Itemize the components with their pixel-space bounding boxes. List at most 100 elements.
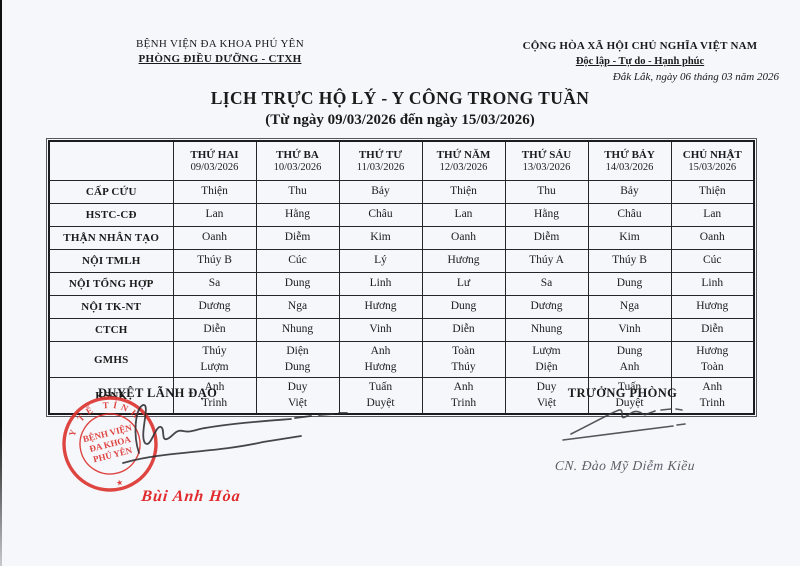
schedule-cell: Diễn <box>670 318 755 342</box>
schedule-cell: Sa <box>504 272 589 296</box>
schedule-cell: Hương <box>670 295 755 319</box>
schedule-cell: Lan <box>421 203 506 227</box>
col-header: THỨ BẢY 14/03/2026 <box>587 140 672 181</box>
day-name: THỨ BA <box>276 149 319 161</box>
row-label: NỘI TK-NT <box>48 295 174 319</box>
schedule-cell: Sa <box>172 272 257 296</box>
svg-text:★: ★ <box>115 478 124 488</box>
schedule-cell: Hương Toàn <box>670 341 755 378</box>
table-row: NỘI TMLH Thúy B Cúc Lý Hương Thúy A Thúy… <box>48 249 755 273</box>
approval-title: DUYỆT LÃNH ĐẠO <box>98 386 218 400</box>
day-name: THỨ BẢY <box>604 149 655 161</box>
schedule-cell: Anh Trinh <box>421 377 506 415</box>
schedule-cell: Oanh <box>670 226 755 250</box>
schedule-cell: Thúy B <box>172 249 257 273</box>
row-label: NỘI TỔNG HỢP <box>48 272 174 296</box>
table-row: CTCH Diễn Nhung Vinh Diễn Nhung Vinh Diễ… <box>48 318 755 342</box>
table-row: CẤP CỨU Thiện Thu Bảy Thiện Thu Bảy Thiệ… <box>48 180 755 204</box>
day-name: CHỦ NHẬT <box>682 149 742 161</box>
schedule-cell: Dung Anh <box>587 341 672 378</box>
day-date: 12/03/2026 <box>439 162 488 173</box>
schedule-cell: Kim <box>338 226 423 250</box>
schedule-cell: Hằng <box>255 203 340 227</box>
schedule-cell: Hương <box>338 295 423 319</box>
schedule-cell: Anh Trinh <box>670 377 755 415</box>
day-name: THỨ NĂM <box>436 149 491 161</box>
title-daterange: (Từ ngày 09/03/2026 đến ngày 15/03/2026) <box>265 112 535 128</box>
day-date: 10/03/2026 <box>273 162 322 173</box>
table-row: KSNK Anh Trinh Duy Việt Tuấn Duyệt Anh T… <box>48 377 755 415</box>
schedule-cell: Thúy Lượm <box>172 341 257 378</box>
col-header: CHỦ NHẬT 15/03/2026 <box>670 140 755 181</box>
day-date: 14/03/2026 <box>605 162 654 173</box>
col-header: THỨ TƯ 11/03/2026 <box>338 140 423 181</box>
national-motto-line1: CỘNG HÒA XÃ HỘI CHỦ NGHĨA VIỆT NAM <box>522 40 758 52</box>
schedule-cell: Kim <box>587 226 672 250</box>
schedule-cell: Thiện <box>670 180 755 204</box>
schedule-cell: Duy Việt <box>255 377 340 415</box>
director-signature <box>105 395 355 475</box>
hospital-name: BỆNH VIỆN ĐA KHOA PHÚ YÊN <box>136 38 304 50</box>
schedule-cell: Châu <box>338 203 423 227</box>
schedule-cell: Diễm <box>504 226 589 250</box>
table-header-row: THỨ HAI 09/03/2026 THỨ BA 10/03/2026 THỨ T… <box>48 140 755 181</box>
schedule-cell: Linh <box>670 272 755 296</box>
letterhead-org: BỆNH VIỆN ĐA KHOA PHÚ YÊN PHÒNG ĐIỀU DƯỠ… <box>70 38 370 65</box>
schedule-cell: Vinh <box>338 318 423 342</box>
schedule-cell: Diễn <box>172 318 257 342</box>
schedule-cell: Lý <box>338 249 423 273</box>
row-label: CẤP CỨU <box>48 180 174 204</box>
department-name: PHÒNG ĐIỀU DƯỠNG - CTXH <box>138 53 302 65</box>
schedule-cell: Nhung <box>504 318 589 342</box>
head-of-office-title: TRƯỞNG PHÒNG <box>567 386 678 400</box>
national-motto-line2: Độc lập - Tự do - Hạnh phúc <box>575 56 705 67</box>
approver-name: Bùi Anh Hòa <box>140 488 242 505</box>
corner-cell <box>48 140 174 181</box>
schedule-cell: Hương <box>421 249 506 273</box>
schedule-cell: Bảy <box>587 180 672 204</box>
row-label: CTCH <box>48 318 174 342</box>
col-header: THỨ BA 10/03/2026 <box>255 140 340 181</box>
title-main: LỊCH TRỰC HỘ LÝ - Y CÔNG TRONG TUẦN <box>210 88 590 108</box>
day-name: THỨ TƯ <box>358 149 403 161</box>
table-row: THẬN NHÂN TẠO Oanh Diễm Kim Oanh Diễm Ki… <box>48 226 755 250</box>
scan-edge-line <box>0 0 2 566</box>
day-name: THỨ SÁU <box>521 149 572 161</box>
schedule-cell: Duy Việt <box>504 377 589 415</box>
row-label: GMHS <box>48 341 174 378</box>
schedule-cell: Nga <box>255 295 340 319</box>
col-header: THỨ SÁU 13/03/2026 <box>504 140 589 181</box>
day-date: 13/03/2026 <box>522 162 571 173</box>
duty-schedule-table: THỨ HAI 09/03/2026 THỨ BA 10/03/2026 THỨ T… <box>46 138 757 417</box>
schedule-cell: Nhung <box>255 318 340 342</box>
day-date: 11/03/2026 <box>356 162 405 173</box>
schedule-cell: Lượm Diện <box>504 341 589 378</box>
schedule-cell: Diễn <box>421 318 506 342</box>
schedule-cell: Anh Trinh <box>172 377 257 415</box>
head-signature <box>555 400 705 450</box>
schedule-cell: Diện Dung <box>255 341 340 378</box>
schedule-cell: Hằng <box>504 203 589 227</box>
schedule-cell: Cúc <box>670 249 755 273</box>
schedule-cell: Vinh <box>587 318 672 342</box>
day-date: 15/03/2026 <box>688 162 737 173</box>
schedule-cell: Lư <box>421 272 506 296</box>
schedule-cell: Dương <box>172 295 257 319</box>
schedule-cell: Oanh <box>421 226 506 250</box>
row-label: THẬN NHÂN TẠO <box>48 226 174 250</box>
schedule-cell: Nga <box>587 295 672 319</box>
document-title: LỊCH TRỰC HỘ LÝ - Y CÔNG TRONG TUẦN (Từ … <box>0 88 800 129</box>
day-name: THỨ HAI <box>190 149 239 161</box>
schedule-cell: Oanh <box>172 226 257 250</box>
schedule-cell: Dương <box>504 295 589 319</box>
col-header: THỨ NĂM 12/03/2026 <box>421 140 506 181</box>
schedule-cell: Diễm <box>255 226 340 250</box>
table-row: NỘI TK-NT Dương Nga Hương Dung Dương Nga… <box>48 295 755 319</box>
schedule-cell: Thu <box>255 180 340 204</box>
schedule-cell: Linh <box>338 272 423 296</box>
schedule-cell: Dung <box>421 295 506 319</box>
head-name: CN. Đào Mỹ Diễm Kiều <box>554 458 696 473</box>
table-row: HSTC-CĐ Lan Hằng Châu Lan Hằng Châu Lan <box>48 203 755 227</box>
schedule-cell: Dung <box>255 272 340 296</box>
